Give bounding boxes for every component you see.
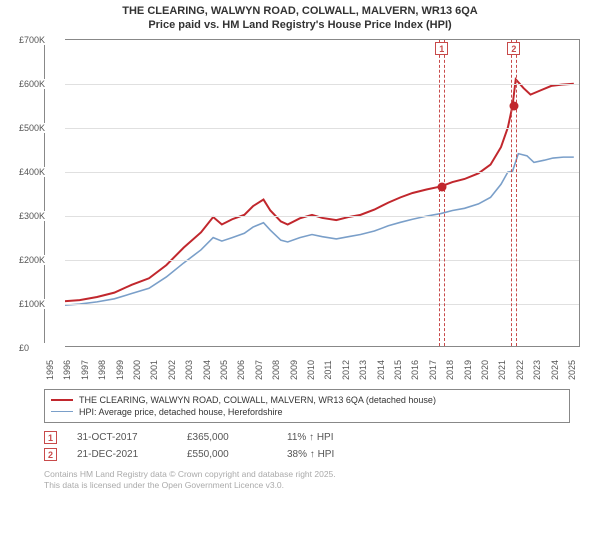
sale-badge-inline: 2 (44, 448, 57, 461)
x-tick-label: 1995 (45, 360, 55, 380)
y-tick-label: £200K (19, 255, 65, 265)
legend-item-hpi: HPI: Average price, detached house, Here… (51, 406, 563, 418)
sale-marker (438, 182, 447, 191)
x-tick-label: 2007 (254, 360, 264, 380)
legend-swatch (51, 411, 73, 412)
y-tick-label: £0 (19, 343, 65, 353)
legend-label: THE CLEARING, WALWYN ROAD, COLWALL, MALV… (79, 395, 436, 405)
grid-line (45, 304, 579, 305)
x-tick-label: 2010 (306, 360, 316, 380)
sale-marker (510, 101, 519, 110)
x-tick-label: 2005 (219, 360, 229, 380)
y-tick-label: £400K (19, 167, 65, 177)
x-tick-label: 1998 (97, 360, 107, 380)
x-tick-label: 1997 (80, 360, 90, 380)
sale-date: 31-OCT-2017 (77, 432, 167, 443)
x-tick-label: 2018 (445, 360, 455, 380)
sales-table: 1 31-OCT-2017 £365,000 11% ↑ HPI 2 21-DEC-202… (44, 429, 570, 463)
chart-title: THE CLEARING, WALWYN ROAD, COLWALL, MALV… (0, 0, 600, 35)
legend-label: HPI: Average price, detached house, Here… (79, 407, 282, 417)
x-tick-label: 2006 (236, 360, 246, 380)
attribution-line-2: This data is licensed under the Open Gov… (44, 480, 570, 491)
sales-row: 2 21-DEC-2021 £550,000 38% ↑ HPI (44, 446, 570, 463)
x-tick-label: 2001 (149, 360, 159, 380)
y-tick-label: £100K (19, 299, 65, 309)
x-tick-label: 2012 (341, 360, 351, 380)
grid-line (45, 216, 579, 217)
sale-date: 21-DEC-2021 (77, 449, 167, 460)
x-tick-label: 2017 (428, 360, 438, 380)
sale-delta: 38% ↑ HPI (287, 449, 334, 460)
x-tick-label: 2008 (271, 360, 281, 380)
plot-area: £0£100K£200K£300K£400K£500K£600K£700K199… (44, 39, 580, 347)
x-tick-label: 2024 (550, 360, 560, 380)
x-tick-label: 2003 (184, 360, 194, 380)
attribution-line-1: Contains HM Land Registry data © Crown c… (44, 469, 570, 480)
x-tick-label: 2019 (463, 360, 473, 380)
sale-delta: 11% ↑ HPI (287, 432, 334, 443)
attribution: Contains HM Land Registry data © Crown c… (44, 469, 570, 491)
sale-price: £550,000 (187, 449, 267, 460)
sale-price: £365,000 (187, 432, 267, 443)
x-tick-label: 2022 (515, 360, 525, 380)
series-hpi (45, 153, 574, 305)
x-tick-label: 2023 (532, 360, 542, 380)
sale-band (439, 40, 445, 346)
legend-item-price-paid: THE CLEARING, WALWYN ROAD, COLWALL, MALV… (51, 394, 563, 406)
chart-lines (45, 40, 579, 346)
title-line-2: Price paid vs. HM Land Registry's House … (8, 18, 592, 32)
grid-line (45, 172, 579, 173)
x-tick-label: 2021 (497, 360, 507, 380)
x-tick-label: 2025 (567, 360, 577, 380)
y-tick-label: £600K (19, 79, 65, 89)
x-tick-label: 2004 (202, 360, 212, 380)
x-tick-label: 2000 (132, 360, 142, 380)
x-tick-label: 2014 (376, 360, 386, 380)
chart: £0£100K£200K£300K£400K£500K£600K£700K199… (20, 39, 580, 383)
x-tick-label: 2011 (323, 360, 333, 379)
x-tick-label: 2020 (480, 360, 490, 380)
sales-row: 1 31-OCT-2017 £365,000 11% ↑ HPI (44, 429, 570, 446)
sale-badge: 1 (435, 42, 448, 55)
legend-swatch (51, 399, 73, 401)
y-tick-label: £500K (19, 123, 65, 133)
legend: THE CLEARING, WALWYN ROAD, COLWALL, MALV… (44, 389, 570, 423)
sale-band (511, 40, 517, 346)
grid-line (45, 84, 579, 85)
x-tick-label: 2002 (167, 360, 177, 380)
x-tick-label: 2015 (393, 360, 403, 380)
grid-line (45, 260, 579, 261)
x-tick-label: 2013 (358, 360, 368, 380)
x-tick-label: 2009 (289, 360, 299, 380)
x-tick-label: 1996 (62, 360, 72, 380)
sale-badge-inline: 1 (44, 431, 57, 444)
sale-badge: 2 (507, 42, 520, 55)
x-tick-label: 2016 (410, 360, 420, 380)
grid-line (45, 128, 579, 129)
y-tick-label: £300K (19, 211, 65, 221)
y-tick-label: £700K (19, 35, 65, 45)
x-tick-label: 1999 (115, 360, 125, 380)
series-price_paid (45, 79, 574, 302)
title-line-1: THE CLEARING, WALWYN ROAD, COLWALL, MALV… (8, 4, 592, 18)
